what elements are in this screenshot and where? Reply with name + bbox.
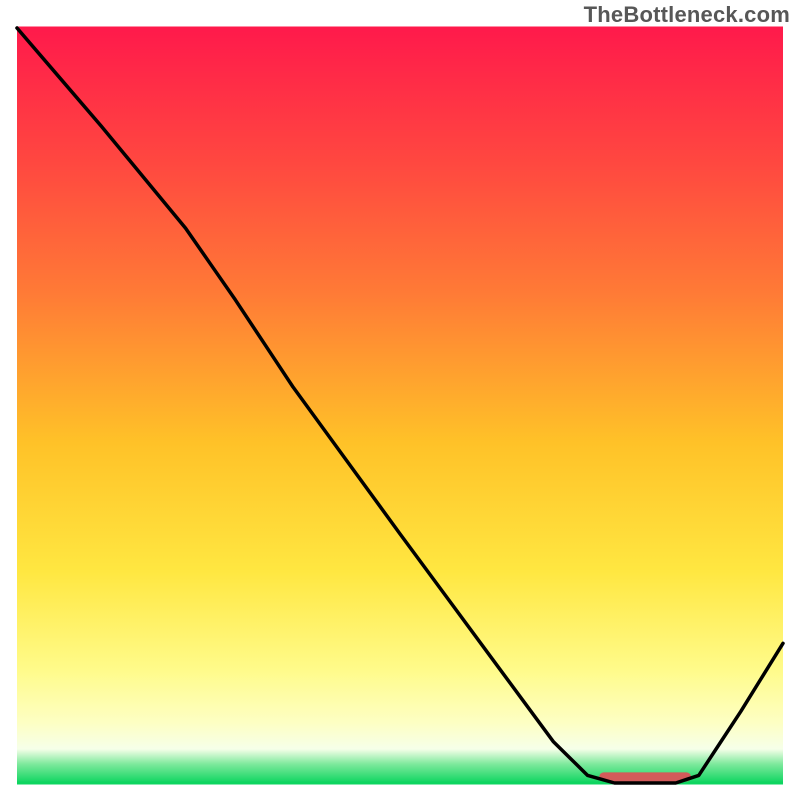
watermark-text: TheBottleneck.com [584,2,790,28]
bottleneck-chart [0,0,800,800]
gradient-background [17,28,783,783]
chart-container: TheBottleneck.com [0,0,800,800]
bottleneck-marker-bar [599,772,691,781]
